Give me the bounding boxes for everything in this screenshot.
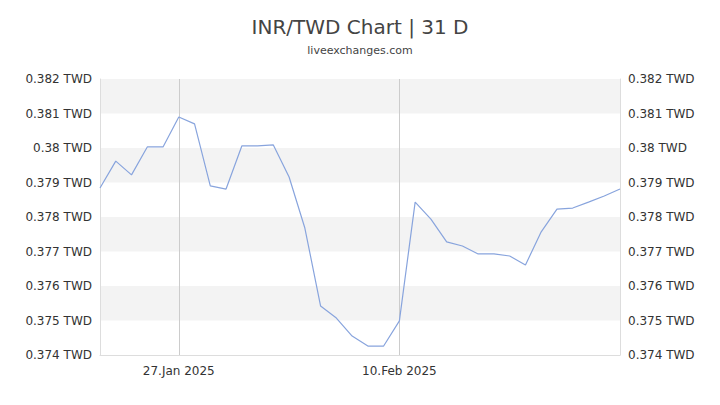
svg-text:INR/TWD Chart | 31 D: INR/TWD Chart | 31 D xyxy=(252,15,469,39)
svg-text:0.381 TWD: 0.381 TWD xyxy=(25,107,92,121)
svg-text:0.382 TWD: 0.382 TWD xyxy=(628,72,695,86)
svg-text:0.38 TWD: 0.38 TWD xyxy=(33,141,92,155)
svg-text:liveexchanges.com: liveexchanges.com xyxy=(307,44,412,57)
svg-text:0.38 TWD: 0.38 TWD xyxy=(628,141,687,155)
svg-text:27.Jan 2025: 27.Jan 2025 xyxy=(143,364,215,378)
svg-text:0.376 TWD: 0.376 TWD xyxy=(25,279,92,293)
svg-text:0.377 TWD: 0.377 TWD xyxy=(628,245,695,259)
svg-text:0.379 TWD: 0.379 TWD xyxy=(628,176,695,190)
svg-text:0.381 TWD: 0.381 TWD xyxy=(628,107,695,121)
svg-text:0.375 TWD: 0.375 TWD xyxy=(628,314,695,328)
svg-text:0.374 TWD: 0.374 TWD xyxy=(25,348,92,362)
svg-text:0.377 TWD: 0.377 TWD xyxy=(25,245,92,259)
svg-text:10.Feb 2025: 10.Feb 2025 xyxy=(362,364,437,378)
svg-text:0.378 TWD: 0.378 TWD xyxy=(25,210,92,224)
svg-text:0.375 TWD: 0.375 TWD xyxy=(25,314,92,328)
svg-text:0.382 TWD: 0.382 TWD xyxy=(25,72,92,86)
svg-text:0.378 TWD: 0.378 TWD xyxy=(628,210,695,224)
svg-text:0.379 TWD: 0.379 TWD xyxy=(25,176,92,190)
svg-text:0.376 TWD: 0.376 TWD xyxy=(628,279,695,293)
svg-text:0.374 TWD: 0.374 TWD xyxy=(628,348,695,362)
